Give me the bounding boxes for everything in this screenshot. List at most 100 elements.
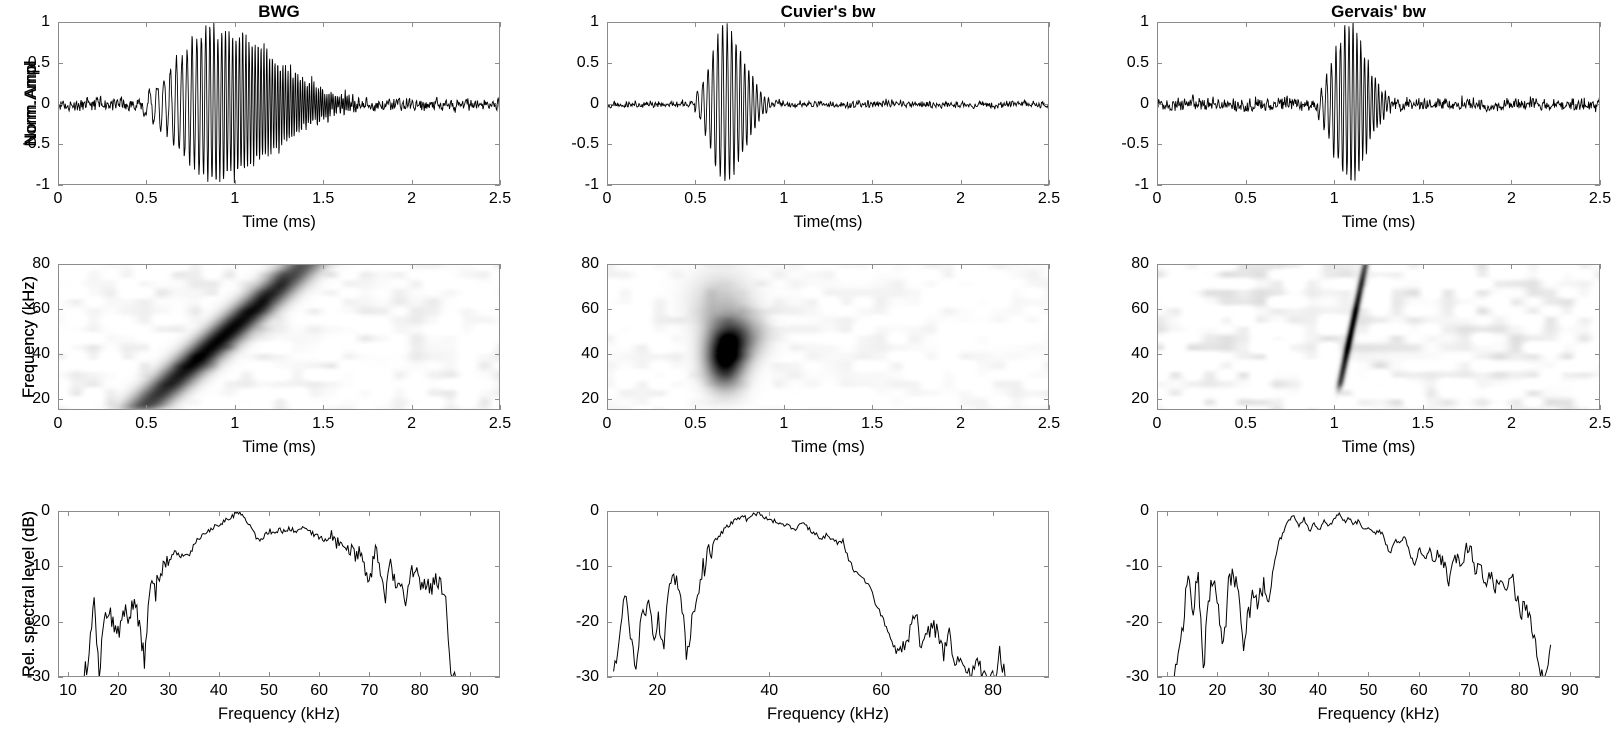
- cuviers-spectrogram-xtick-mark: [783, 405, 785, 410]
- bwg-spectrogram-xtick-mark: [146, 405, 148, 410]
- bwg-spectrogram-xtick-label: 2.5: [488, 415, 512, 432]
- cuviers-spectrogram-ytick-label: 60: [581, 299, 599, 317]
- cuviers-spectrogram-xtick-label: 0: [602, 415, 612, 432]
- gervais-waveform-ylabel: Norm. Ampl: [22, 60, 40, 147]
- bwg-waveform-xtick-label: 1.5: [312, 190, 335, 207]
- gervais-spectrogram-xlabel: Time (ms): [1341, 438, 1416, 456]
- cuviers-spectrogram-ytick-mark-right: [1044, 264, 1049, 265]
- bwg-spectrum-ytick-label: -10: [26, 557, 50, 575]
- cuviers-spectrogram-ytick-mark: [607, 308, 612, 310]
- gervais-spectrum-ytick-label: -30: [1125, 668, 1149, 685]
- cuviers-spectrogram-xtick-label: 1.5: [861, 415, 884, 432]
- bwg-spectrogram-xtick-mark: [411, 405, 413, 410]
- gervais-waveform-xtick-mark-top: [1511, 22, 1513, 27]
- bwg-spectrogram-xtick-mark: [500, 405, 501, 410]
- cuviers-spectrogram-ytick-label: 40: [581, 344, 599, 362]
- cuviers-spectrogram-xtick-label: 0.5: [684, 415, 707, 432]
- cuviers-spectrogram-xtick-mark: [960, 405, 962, 410]
- gervais-spectrum-ytick-mark-right: [1595, 677, 1600, 678]
- gervais-spectrum-xtick-label: 30: [1258, 682, 1277, 699]
- gervais-waveform-xtick-mark: [1422, 180, 1424, 185]
- gervais-waveform-ytick-mark: [1157, 144, 1162, 146]
- gervais-spectrum-xtick-mark-top: [1469, 511, 1471, 516]
- cuviers-waveform-ytick-mark: [607, 144, 612, 146]
- bwg-spectrum-xtick-label: 80: [410, 682, 429, 699]
- gervais-waveform-xtick-label: 2: [1506, 190, 1516, 207]
- bwg-spectrogram-ytick-mark-right: [495, 264, 500, 265]
- bwg-waveform-xtick-mark-top: [234, 22, 236, 27]
- cuviers-spectrogram-ytick-label: 80: [581, 255, 599, 272]
- bwg-waveform-xtick-label: 2.5: [488, 190, 512, 207]
- gervais-spectrum-xtick-mark-top: [1569, 511, 1571, 516]
- gervais-spectrum-xtick-label: 40: [1309, 682, 1327, 699]
- bwg-spectrogram-ytick-mark: [58, 264, 63, 265]
- gervais-spectrogram-plot: [1157, 264, 1600, 410]
- gervais-waveform-xtick-label: 0: [1152, 190, 1162, 207]
- cuviers-spectrum-ytick-label: -30: [575, 668, 599, 685]
- gervais-spectrogram-xtick-mark: [1245, 405, 1247, 410]
- bwg-waveform-ytick-mark: [58, 185, 63, 186]
- gervais-spectrogram-ytick-mark: [1157, 398, 1162, 400]
- cuviers-spectrum-xlabel: Frequency (kHz): [767, 705, 889, 723]
- bwg-spectrogram-xtick-mark-top: [411, 264, 413, 269]
- bwg-spectrum-xtick-mark: [469, 672, 471, 677]
- cuviers-waveform-xtick-mark-top: [695, 22, 697, 27]
- gervais-spectrum-xtick-label: 70: [1460, 682, 1479, 699]
- bwg-spectrum-xlabel: Frequency (kHz): [218, 705, 340, 723]
- gervais-spectrogram-xtick-label: 1.5: [1411, 415, 1434, 432]
- bwg-waveform-xtick-label: 2: [407, 190, 417, 207]
- gervais-waveform-ytick-mark-right: [1595, 103, 1600, 105]
- cuviers-spectrogram-xtick-mark-top: [783, 264, 785, 269]
- cuviers-spectrum-ytick-mark-right: [1044, 677, 1049, 678]
- gervais-waveform-xtick-label: 2.5: [1588, 190, 1612, 207]
- bwg-waveform-xtick-label: 1: [230, 190, 240, 207]
- bwg-spectrum-xtick-mark-top: [469, 511, 471, 516]
- cuviers-waveform-ylabel: Norm.Ampl: [22, 62, 40, 145]
- spectrum-trace: [613, 512, 1006, 676]
- bwg-spectrum-ytick-label: 0: [41, 502, 50, 519]
- gervais-spectrogram-xtick-mark-top: [1600, 264, 1601, 269]
- gervais-waveform-ytick-mark: [1157, 62, 1162, 64]
- bwg-spectrogram-xtick-mark-top: [58, 264, 59, 269]
- bwg-spectrum-ytick-label: -30: [26, 668, 50, 685]
- waveform-trace: [1158, 23, 1599, 181]
- gervais-spectrogram-ytick-label: 80: [1131, 255, 1149, 272]
- spectrum-trace: [1173, 512, 1552, 676]
- gervais-spectrum-ytick-label: -20: [1125, 612, 1149, 630]
- bwg-waveform-xtick-mark-top: [146, 22, 148, 27]
- bwg-waveform-ytick-mark-right: [495, 185, 500, 186]
- gervais-waveform-xtick-mark-top: [1157, 22, 1158, 27]
- cuviers-waveform-ytick-mark: [607, 185, 612, 186]
- bwg-spectrum-xtick-mark-top: [419, 511, 421, 516]
- gervais-spectrogram-xtick-mark-top: [1422, 264, 1424, 269]
- bwg-spectrum-ytick-mark: [58, 566, 63, 568]
- cuviers-spectrum-plot: [607, 511, 1049, 677]
- bwg-spectrogram-xtick-label: 1: [230, 415, 240, 432]
- bwg-spectrum-xtick-mark-top: [319, 511, 321, 516]
- bwg-spectrum-ylabel: Rel. spectral level (dB): [20, 511, 38, 677]
- gervais-spectrogram-xtick-label: 1: [1329, 415, 1339, 432]
- cuviers-waveform-ytick-label: 0: [590, 94, 599, 112]
- cuviers-spectrogram-ytick-mark: [607, 353, 612, 355]
- bwg-waveform-ytick-mark: [58, 62, 63, 64]
- cuviers-spectrum-ytick-mark-right: [1044, 566, 1049, 568]
- bwg-spectrum-ytick-mark-right: [495, 566, 500, 568]
- bwg-spectrum-xtick-label: 50: [260, 682, 278, 699]
- cuviers-spectrogram-xtick-mark: [695, 405, 697, 410]
- cuviers-spectrum-xtick-mark-top: [769, 511, 771, 516]
- cuviers-spectrogram-ytick-mark-right: [1044, 398, 1049, 400]
- bwg-spectrogram-ytick-mark-right: [495, 353, 500, 355]
- cuviers-spectrum-ytick-mark: [607, 621, 612, 623]
- gervais-spectrum-ytick-mark: [1157, 677, 1162, 678]
- bwg-waveform-ytick-label: 0.5: [27, 53, 50, 71]
- gervais-spectrogram-xtick-mark-top: [1334, 264, 1336, 269]
- gervais-spectrum-xtick-mark-top: [1368, 511, 1370, 516]
- cuviers-waveform-xtick-label: 0: [602, 190, 612, 207]
- bwg-spectrum-xtick-mark: [419, 672, 421, 677]
- cuviers-waveform-ytick-mark-right: [1044, 144, 1049, 146]
- cuviers-spectrum-xtick-mark: [993, 672, 995, 677]
- gervais-waveform-ytick-label: 0.5: [1126, 53, 1149, 71]
- gervais-waveform-xtick-label: 1.5: [1411, 190, 1434, 207]
